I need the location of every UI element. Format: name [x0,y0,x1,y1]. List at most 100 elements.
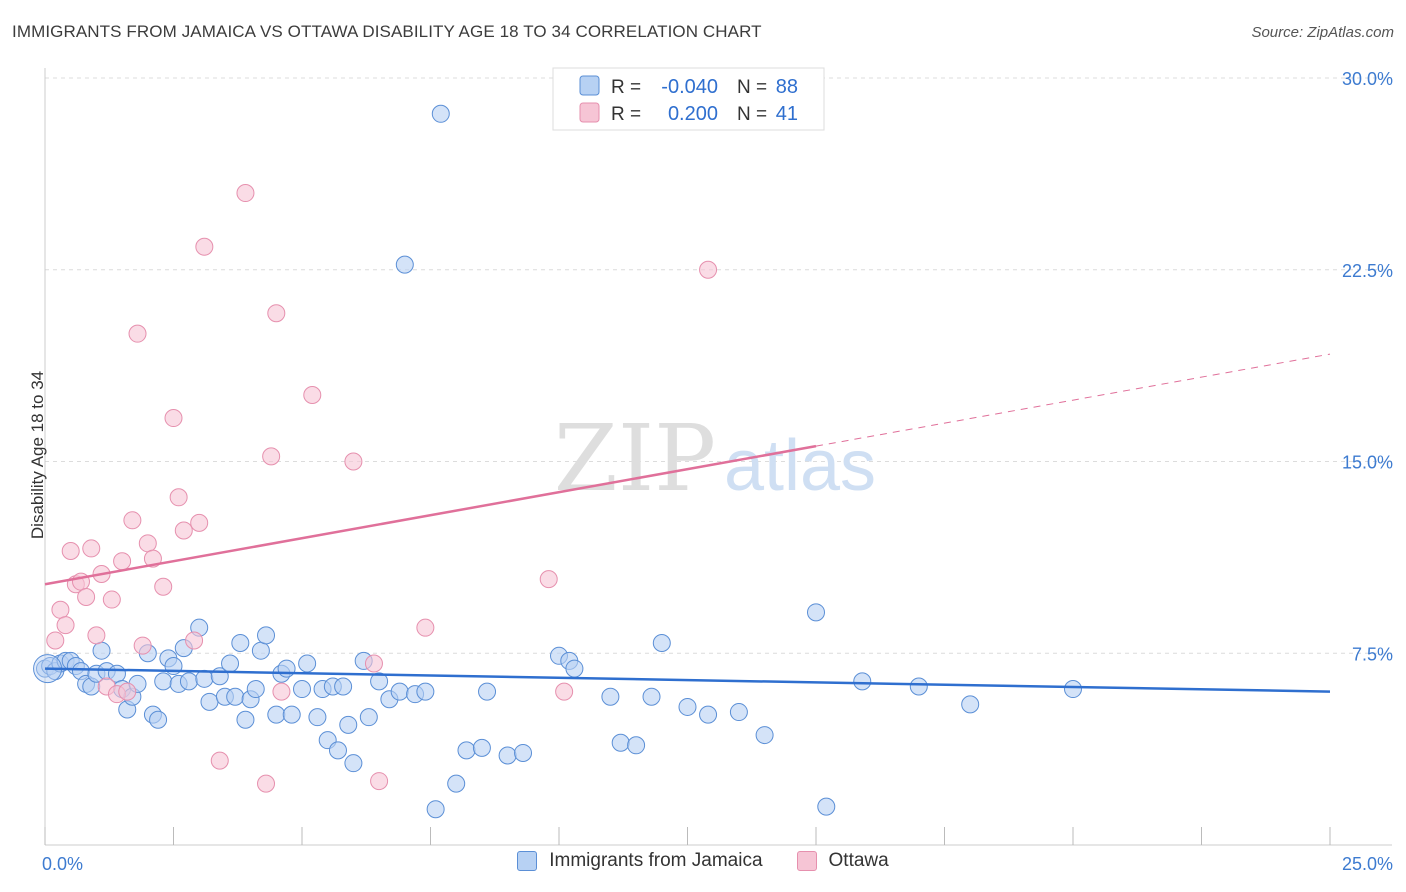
point-ottawa [123,511,142,530]
legend-n-value: 88 [776,76,798,98]
point-jamaica [92,641,111,660]
point-ottawa [272,682,291,701]
point-ottawa [77,588,96,607]
x-tick-label-min: 0.0% [42,854,83,874]
grid-lines [45,77,1392,654]
point-jamaica [339,715,358,734]
point-ottawa [113,552,132,571]
point-ottawa [555,682,574,701]
legend-n-label: N = [737,77,767,98]
legend-swatch-ottawa [796,851,817,871]
legend-item-jamaica[interactable]: Immigrants from Jamaica [517,850,763,872]
point-jamaica [853,672,872,691]
legend-label-jamaica: Immigrants from Jamaica [549,850,763,871]
point-jamaica [344,754,363,773]
point-jamaica [1064,680,1082,699]
y-tick-label: 30.0% [1342,69,1393,89]
y-tick-label: 15.0% [1342,453,1393,473]
trend-line-ottawa [44,444,817,586]
legend-r-label: R = [611,77,641,98]
point-jamaica [293,680,311,699]
point-jamaica [390,682,409,701]
point-jamaica [909,677,928,696]
point-jamaica [370,672,389,691]
point-jamaica [334,677,353,696]
watermark-atlas: atlas [724,426,876,506]
point-jamaica [179,672,198,691]
point-ottawa [699,260,718,279]
point-jamaica [807,603,825,622]
point-jamaica [221,654,240,673]
point-ottawa [416,618,435,637]
point-jamaica [642,687,661,706]
trend-lines [44,353,1331,693]
x-tick-label-max: 25.0% [1342,854,1393,874]
point-ottawa [154,577,173,596]
point-ottawa [344,452,363,471]
point-ottawa [56,616,75,635]
point-ottawa [174,521,193,540]
point-jamaica [611,733,630,752]
point-jamaica [149,710,168,729]
legend-swatch-jamaica [517,851,538,871]
point-jamaica [431,104,450,123]
point-jamaica [395,255,414,274]
point-jamaica [359,708,378,727]
point-ottawa [128,324,147,343]
point-jamaica [472,738,491,757]
point-jamaica [298,654,317,673]
trend-line-ottawa-extension [815,353,1331,447]
point-jamaica [236,710,255,729]
point-ottawa [262,447,281,466]
point-ottawa [303,386,322,405]
tick-labels: 7.5% 15.0% 22.5% 30.0% 0.0% 25.0% [42,69,1393,874]
y-axis-label: Disability Age 18 to 34 [28,370,47,540]
point-ottawa [370,772,389,791]
point-jamaica [416,682,435,701]
point-jamaica [755,726,774,745]
point-ottawa [210,751,229,770]
legend-item-ottawa[interactable]: Ottawa [796,850,889,872]
point-jamaica [282,705,301,724]
point-ottawa [539,570,558,589]
point-jamaica [565,659,584,678]
point-ottawa [164,409,183,428]
point-jamaica [308,708,327,727]
axes [44,68,1392,846]
legend-r-value: -0.040 [661,76,718,98]
point-jamaica [498,746,517,765]
source-credit: Source: ZipAtlas.com [1251,24,1394,41]
point-jamaica [652,634,671,653]
point-ottawa [87,626,106,645]
point-jamaica [447,774,466,793]
point-ottawa [185,631,204,650]
legend-stats: R = -0.040 N = 88 R = 0.200 N = 41 [552,67,825,131]
point-jamaica [729,703,748,722]
legend-r-value: 0.200 [668,103,718,125]
legend-bottom: Immigrants from Jamaica Ottawa [0,850,1406,872]
point-jamaica [231,634,250,653]
point-ottawa [51,600,70,619]
watermark-zip: ZIP [554,405,716,512]
point-jamaica [267,705,286,724]
point-ottawa [190,513,209,532]
point-ottawa [133,636,152,655]
point-ottawa [82,539,101,558]
point-ottawa [267,304,286,323]
point-jamaica [627,736,646,755]
chart-title: IMMIGRANTS FROM JAMAICA VS OTTAWA DISABI… [12,22,762,41]
point-jamaica [226,687,245,706]
point-jamaica [817,797,836,816]
legend-n-value: 41 [776,103,798,125]
point-jamaica [699,705,718,724]
point-ottawa [46,631,65,650]
watermark: ZIP atlas [554,405,876,512]
point-ottawa [195,237,214,256]
point-jamaica [457,741,476,760]
point-jamaica [257,626,276,645]
point-ottawa [364,654,383,673]
point-ottawa [169,488,188,507]
legend-n-label: N = [737,104,767,125]
legend-r-label: R = [611,104,641,125]
